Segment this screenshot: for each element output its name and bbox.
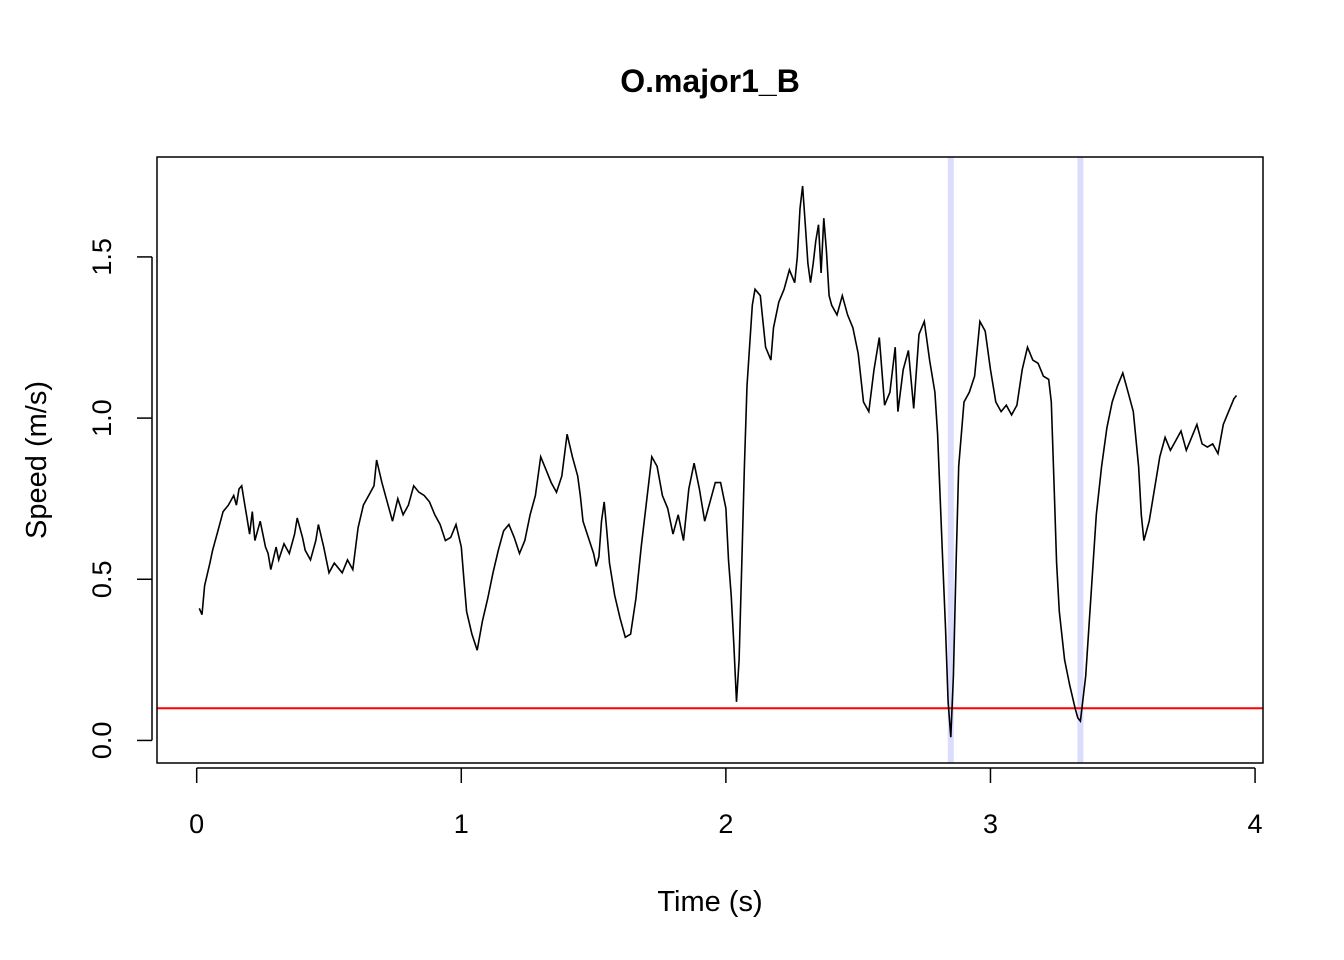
y-tick-label: 0.5 [87, 561, 117, 599]
x-axis: 0 1 2 3 4 [189, 767, 1263, 839]
y-tick-label: 1.5 [87, 238, 117, 276]
x-tick-label: 4 [1248, 809, 1263, 839]
plot-frame [156, 156, 1264, 764]
y-axis: 0.0 0.5 1.0 1.5 [87, 238, 153, 760]
x-tick-label: 1 [454, 809, 469, 839]
y-axis-label: Speed (m/s) [21, 381, 53, 539]
speed-series-line [198, 185, 1238, 738]
highlight-band-1 [947, 157, 954, 763]
chart-title: O.major1_B [620, 63, 800, 99]
x-tick-label: 3 [983, 809, 998, 839]
highlight-band-2 [1077, 157, 1084, 763]
highlight-bands [947, 157, 1084, 763]
y-tick-label: 1.0 [87, 399, 117, 437]
x-tick-label: 0 [189, 809, 204, 839]
x-tick-label: 2 [718, 809, 733, 839]
x-axis-label: Time (s) [657, 886, 762, 918]
y-tick-label: 0.0 [87, 722, 117, 760]
